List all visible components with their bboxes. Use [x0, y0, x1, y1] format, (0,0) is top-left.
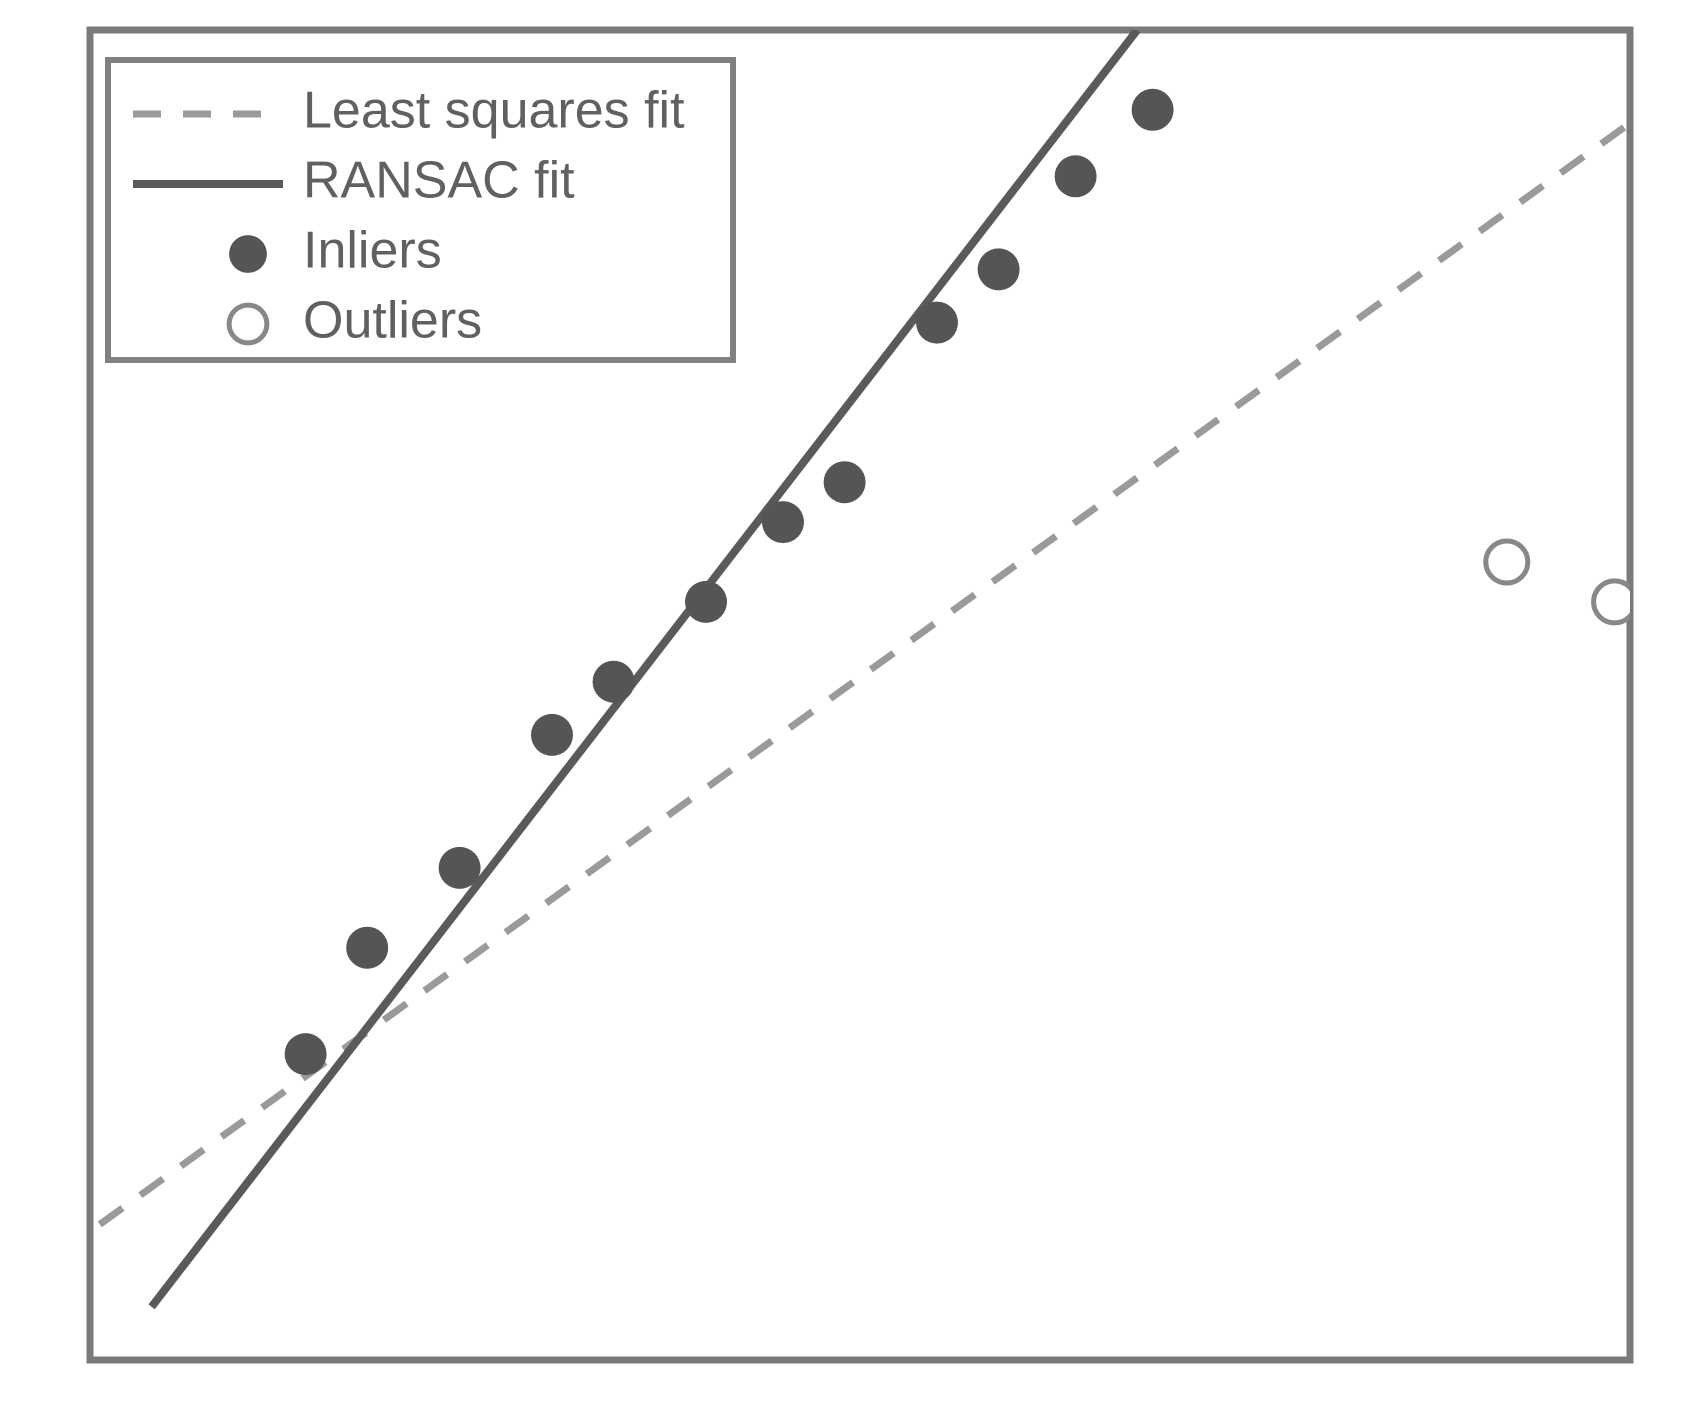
inlier-point: [978, 248, 1020, 290]
legend-label: Least squares fit: [303, 82, 685, 140]
inlier-point: [285, 1033, 327, 1075]
legend-label: RANSAC fit: [303, 152, 575, 210]
inlier-point: [685, 581, 727, 623]
legend-swatch-filled-circle-icon: [229, 235, 267, 273]
legend-label: Outliers: [303, 292, 482, 350]
inlier-point: [1132, 89, 1174, 131]
inlier-point: [824, 461, 866, 503]
inlier-point: [762, 501, 804, 543]
inlier-point: [346, 927, 388, 969]
inlier-point: [916, 302, 958, 344]
outlier-point: [1486, 541, 1528, 583]
inlier-point: [593, 661, 635, 703]
chart-container: Least squares fit RANSAC fit Inliers Outlie…: [0, 0, 1699, 1419]
outlier-point: [1594, 581, 1636, 623]
legend-label: Inliers: [303, 222, 442, 280]
inlier-point: [531, 714, 573, 756]
legend-swatch-open-circle-icon: [229, 305, 267, 343]
inlier-point: [1055, 155, 1097, 197]
legend: Least squares fit RANSAC fit Inliers Outlie…: [108, 60, 733, 360]
chart-svg: Least squares fit RANSAC fit Inliers Outlie…: [0, 0, 1699, 1419]
inlier-point: [439, 847, 481, 889]
